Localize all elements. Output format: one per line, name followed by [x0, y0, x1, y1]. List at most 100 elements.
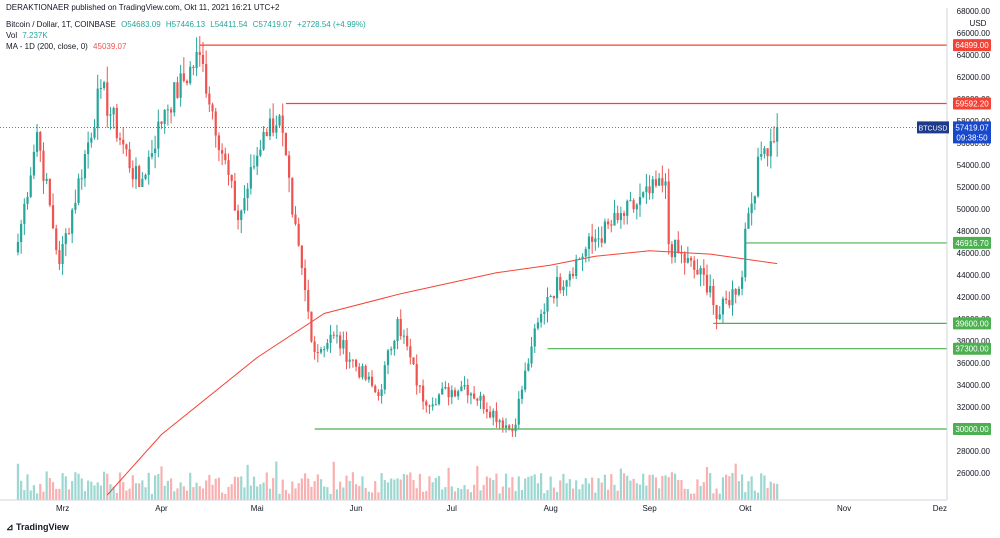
candle-body: [201, 55, 205, 65]
volume-bar: [134, 483, 138, 500]
time-tick-label: Okt: [739, 504, 752, 513]
volume-bar: [756, 492, 760, 500]
candle-body: [520, 389, 524, 399]
brand-label: TradingView: [16, 522, 69, 532]
candle-body: [77, 178, 80, 204]
candle-body: [677, 239, 680, 253]
volume-bar: [399, 479, 402, 500]
volume-bar: [425, 491, 428, 500]
volume-bar: [131, 475, 134, 500]
candle-body: [594, 238, 597, 242]
candle-body: [291, 177, 294, 215]
candle-body: [364, 365, 367, 380]
volume-bar: [559, 480, 562, 500]
candle-body: [549, 296, 552, 298]
volume-bar: [179, 482, 182, 500]
candle-body: [495, 410, 498, 423]
candle-body: [670, 244, 673, 258]
volume-bar: [744, 492, 747, 500]
candle-body: [390, 349, 393, 351]
volume-bar: [227, 486, 230, 500]
volume-bar: [568, 479, 571, 500]
candle-body: [326, 343, 329, 350]
price-tick-label: 26000.00: [957, 469, 991, 478]
level-tag-bg: [953, 423, 991, 435]
candle-body: [651, 179, 654, 194]
candle-body: [511, 429, 514, 432]
candle-body: [546, 297, 549, 312]
volume-bar: [683, 488, 686, 500]
level-tag-bg: [953, 236, 991, 249]
level-tag-bg: [953, 317, 991, 330]
volume-bar: [118, 472, 122, 500]
candle-body: [64, 233, 67, 245]
ohlc-legend[interactable]: Bitcoin / Dollar, 1T, COINBASE O54683.09…: [6, 20, 369, 30]
volume-bar: [747, 481, 750, 500]
candle-body: [622, 213, 626, 216]
candle-body: [329, 334, 332, 344]
candle-body: [227, 160, 230, 175]
volume-bar: [565, 483, 568, 500]
volume-bar: [393, 479, 396, 500]
candle-body: [725, 298, 728, 301]
volume-bar: [524, 478, 527, 500]
volume-bar: [552, 487, 555, 500]
level-tag-label: 37300.00: [955, 345, 989, 354]
volume-bar: [48, 477, 51, 500]
candle-body: [686, 257, 689, 263]
level-tag-bg: [953, 97, 991, 110]
volume-bar: [154, 475, 157, 500]
volume-bar: [284, 489, 288, 500]
candle-body: [281, 115, 284, 133]
candle-body: [450, 390, 453, 398]
candle-body: [457, 391, 460, 397]
volume-bar: [141, 480, 144, 500]
ma-legend[interactable]: MA - 1D (200, close, 0) 45039.07: [6, 42, 129, 52]
time-axis[interactable]: Mrz Apr Mai Jun Jul Aug Sep Okt Nov Dez: [56, 504, 947, 513]
volume-bar: [195, 482, 198, 500]
volume-legend[interactable]: Vol 7.237K: [6, 31, 51, 41]
volume-bar: [431, 482, 434, 500]
candle-body: [485, 409, 488, 412]
low-value: L54411.54: [210, 20, 248, 29]
volume-bar: [176, 488, 179, 500]
volume-bar: [488, 477, 492, 500]
volume-bar: [230, 484, 233, 500]
candle-body: [319, 349, 323, 353]
candle-body: [696, 269, 699, 275]
volume-bar: [74, 472, 77, 500]
candle-body: [587, 236, 591, 249]
price-tick-label: 62000.00: [957, 73, 991, 82]
volume-bar: [581, 484, 584, 500]
volume-bar: [450, 486, 453, 500]
volume-bar: [709, 473, 712, 500]
volume-bar: [157, 473, 160, 500]
candle-body: [444, 386, 447, 389]
horizontal-levels[interactable]: [0, 44, 947, 430]
candle-body: [559, 277, 562, 291]
candle-body: [591, 236, 594, 242]
volume-bar: [725, 474, 728, 500]
volume-bar: [377, 492, 380, 500]
volume-bar: [83, 491, 87, 500]
candle-body: [35, 132, 39, 152]
volume-bar: [348, 480, 351, 500]
candle-body: [571, 273, 575, 277]
candle-body: [166, 109, 169, 111]
volume-bar: [485, 476, 488, 500]
volume-bar: [370, 492, 374, 500]
volume-bar: [221, 492, 224, 500]
candle-body: [683, 253, 686, 263]
candle-body: [246, 188, 249, 199]
volume-label: Vol: [6, 31, 18, 40]
time-tick-label: Jun: [350, 504, 363, 513]
volume-bar: [278, 493, 281, 500]
volume-bar: [329, 493, 332, 500]
volume-bar: [622, 473, 626, 500]
volume-bar: [575, 480, 578, 500]
volume-bar: [769, 481, 772, 500]
time-tick-label: Mai: [251, 504, 264, 513]
tradingview-logo[interactable]: ⊿ TradingView: [6, 522, 69, 533]
candle-body: [744, 228, 747, 278]
